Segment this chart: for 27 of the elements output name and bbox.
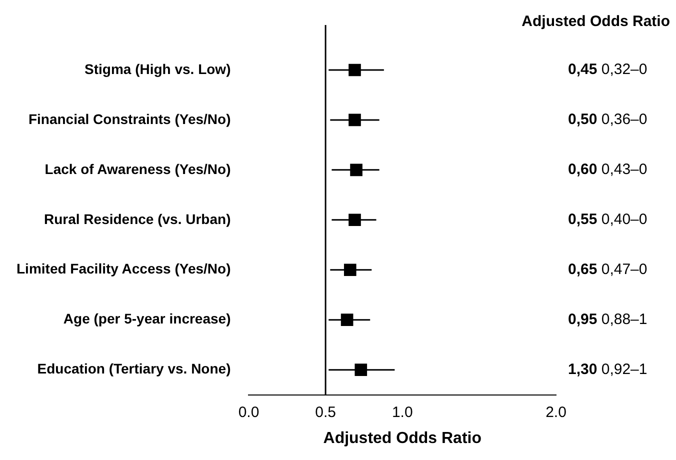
point [344,264,356,276]
point [348,214,361,226]
point [348,114,361,126]
text: 0,95 0,88–1 [568,310,648,328]
text: 0,45 0,32–0 [568,61,648,78]
x-tick-label: 0.0 [238,404,260,421]
text: 1,30 0,92–1 [568,360,648,378]
y-tick-label: Rural Residence (vs. Urban) [44,210,231,227]
point [350,164,362,176]
y-tick-label: Limited Facility Access (Yes/No) [16,260,231,277]
point [354,364,368,376]
y-tick-label: Financial Constraints (Yes/No) [28,110,231,127]
text: Adjusted Odds Ratio [522,13,670,30]
x-tick-label: 0.5 [315,404,336,421]
point [340,314,354,326]
x-tick-label: 1.0 [392,404,413,421]
point [348,64,361,76]
x-tick-label: 2.0 [546,404,566,421]
text: 0,60 0,43–0 [568,161,648,178]
x-axis-title: Adjusted Odds Ratio [323,430,482,447]
text: 0,65 0,47–0 [568,261,648,278]
y-tick-label: Education (Tertiary vs. None) [37,360,231,377]
y-tick-label: Stigma (High vs. Low) [84,60,231,77]
text: 0,50 0,36–0 [568,111,648,128]
y-tick-label: Age (per 5-year increase) [63,310,231,327]
y-tick-label: Lack of Awareness (Yes/No) [44,160,231,177]
text: 0,55 0,40–0 [568,211,648,228]
